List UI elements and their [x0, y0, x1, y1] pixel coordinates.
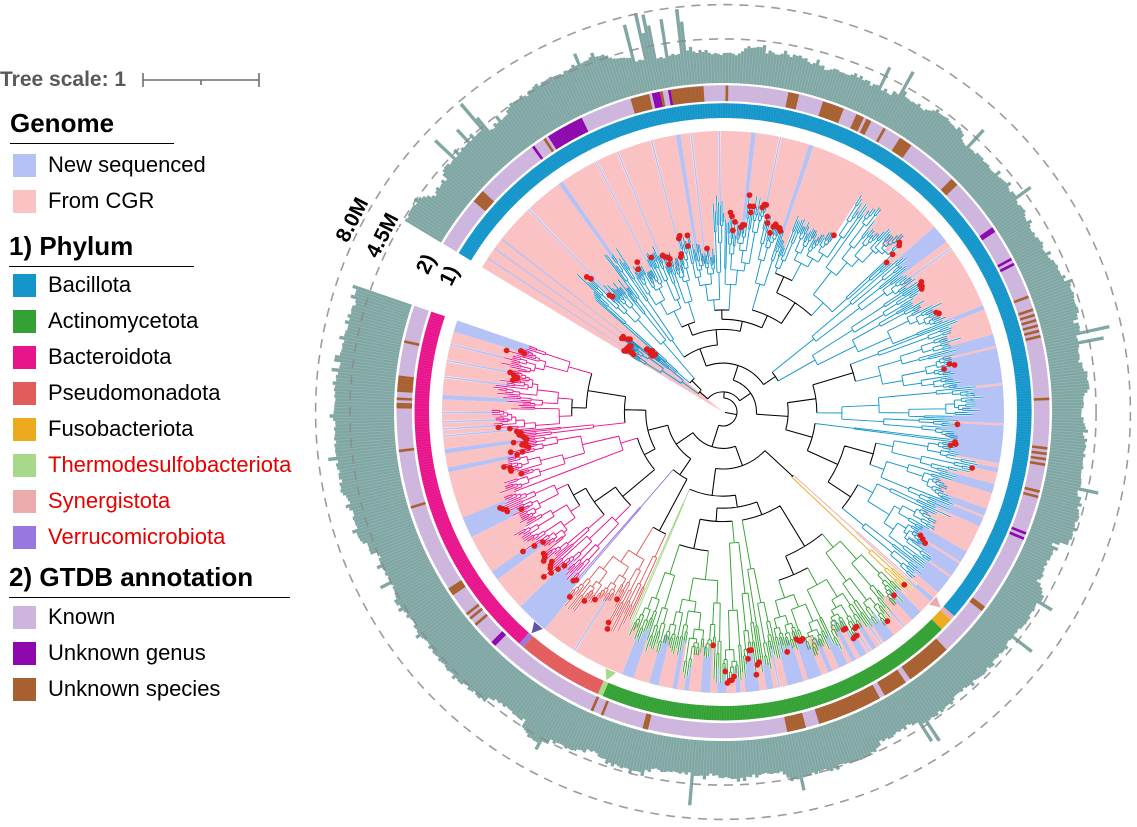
svg-text:1): 1)	[435, 262, 464, 289]
svg-text:2): 2)	[412, 251, 441, 278]
svg-text:4.5M: 4.5M	[362, 209, 404, 261]
svg-text:8.0M: 8.0M	[331, 194, 373, 246]
